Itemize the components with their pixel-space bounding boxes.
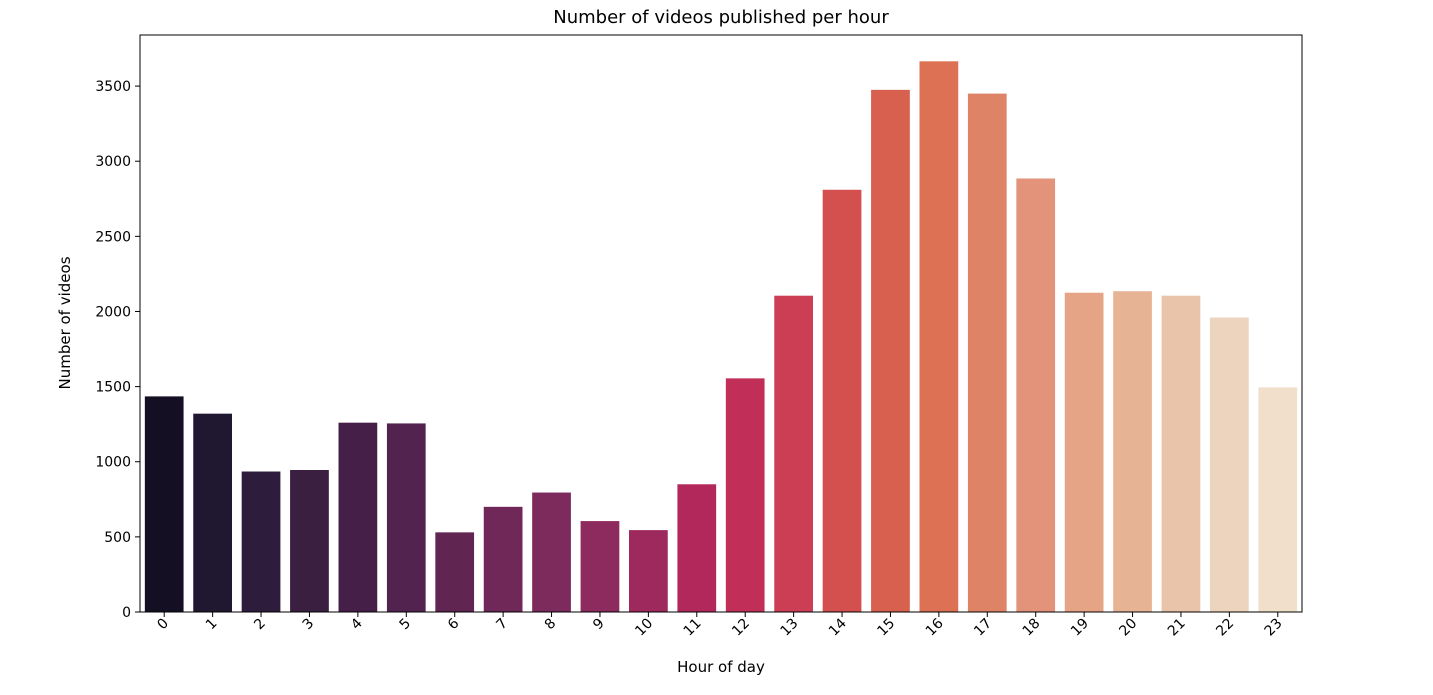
x-tick-label: 19 (1068, 616, 1092, 640)
bar-hour-17 (967, 93, 1007, 613)
bar-hour-22 (1210, 317, 1249, 612)
y-tick-label: 1500 (95, 380, 131, 396)
x-tick-label: 18 (1020, 616, 1044, 640)
bar-hour-1 (193, 413, 232, 612)
x-tick-label: 4 (348, 615, 366, 633)
y-axis-label: Number of videos (56, 256, 74, 389)
x-tick-label: 13 (778, 616, 802, 640)
x-tick-label: 21 (1165, 616, 1189, 640)
bar-hour-15 (871, 89, 910, 613)
x-tick-label: 20 (1116, 616, 1140, 640)
x-tick-label: 12 (729, 616, 753, 640)
x-tick-label: 5 (396, 616, 414, 634)
bar-hour-0 (144, 396, 184, 612)
bar-hour-14 (822, 189, 862, 612)
bar-hour-19 (1064, 292, 1104, 612)
y-tick-label: 3500 (95, 79, 131, 95)
x-tick-label: 22 (1213, 616, 1237, 640)
x-tick-label: 15 (874, 616, 898, 640)
bar-hour-6 (435, 532, 475, 612)
x-tick-label: 7 (493, 616, 511, 634)
x-tick-label: 9 (590, 616, 608, 634)
bar-hour-23 (1258, 387, 1298, 612)
bar-hour-18 (1016, 178, 1056, 612)
bar-hour-7 (483, 506, 523, 612)
plot-frame (139, 34, 1303, 613)
x-tick-label: 2 (251, 616, 269, 634)
x-tick-label: 3 (300, 616, 318, 634)
bar-hour-9 (580, 521, 620, 612)
bar-hour-16 (919, 61, 959, 613)
bars-group (144, 61, 1298, 613)
x-axis-ticks: 0 1 2 3 4 5 6 7 8 9 10 11 12 13 14 15 16 17 18 19 20 21 22 23 (154, 612, 1286, 640)
y-tick-label: 3000 (95, 154, 131, 170)
bar-hour-8 (532, 492, 571, 612)
bar-hour-10 (629, 530, 668, 612)
y-axis-ticks: 0 500 1000 1500 2000 2500 3000 3500 (95, 79, 140, 621)
x-tick-label: 10 (632, 616, 656, 640)
x-tick-label: 1 (203, 616, 221, 634)
x-tick-label: 0 (154, 616, 172, 634)
y-tick-label: 2000 (95, 304, 131, 320)
x-axis-label: Hour of day (677, 658, 765, 676)
bar-hour-12 (725, 378, 765, 612)
y-tick-label: 2500 (95, 229, 131, 245)
x-tick-label: 6 (445, 615, 463, 633)
x-tick-label: 17 (971, 616, 995, 640)
chart-title: Number of videos published per hour (553, 7, 889, 28)
x-tick-label: 11 (681, 616, 705, 640)
bar-hour-20 (1113, 291, 1152, 612)
bar-hour-2 (241, 471, 281, 612)
x-tick-label: 23 (1262, 616, 1286, 640)
x-tick-label: 14 (826, 615, 850, 639)
bar-hour-3 (290, 470, 329, 612)
y-tick-label: 1000 (95, 455, 131, 471)
y-tick-label: 0 (122, 605, 131, 621)
bar-hour-13 (774, 295, 813, 612)
bar-hour-11 (677, 484, 717, 612)
y-tick-label: 500 (104, 530, 131, 546)
x-tick-label: 16 (923, 615, 947, 639)
bar-hour-5 (386, 423, 426, 612)
bar-hour-4 (338, 422, 378, 612)
x-tick-label: 8 (542, 616, 560, 634)
bar-hour-21 (1161, 295, 1201, 612)
